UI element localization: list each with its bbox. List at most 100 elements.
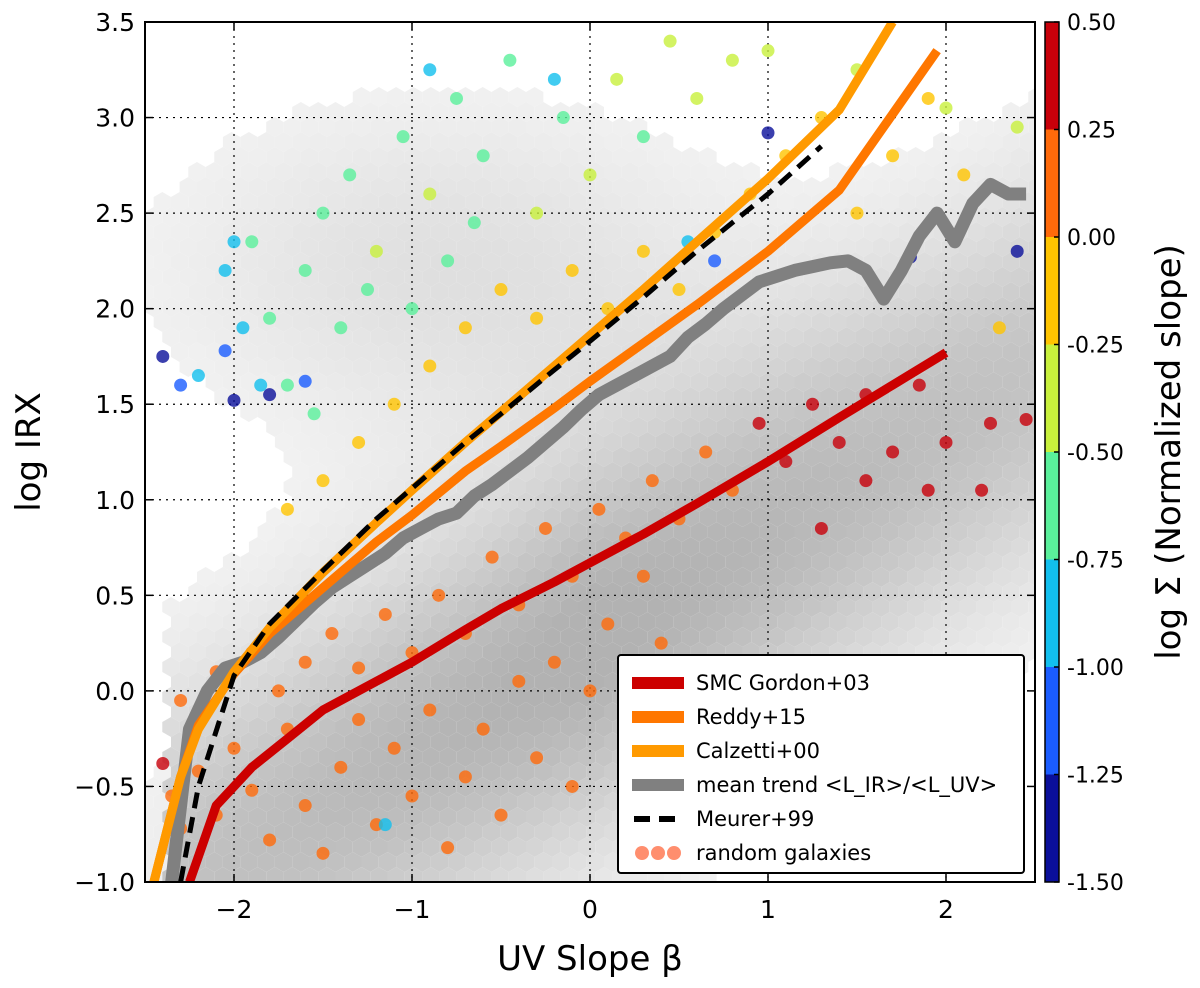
hexbin-cell — [863, 552, 882, 572]
hexbin-cell — [707, 342, 726, 362]
hexbin-cell — [413, 762, 431, 782]
hexbin-cell — [578, 117, 596, 137]
hexbin-cell — [474, 117, 492, 137]
hexbin-cell — [205, 642, 223, 662]
hexbin-cell — [465, 582, 483, 602]
hexbin-cell — [621, 222, 639, 242]
hexbin-cell — [465, 252, 483, 272]
hexbin-cell — [569, 612, 587, 632]
hexbin-cell — [751, 627, 769, 647]
hexbin-cell — [837, 537, 856, 557]
hexbin-cell — [569, 522, 587, 542]
hexbin-cell — [153, 222, 171, 242]
hexbin-cell — [508, 507, 526, 527]
hexbin-cell — [604, 462, 622, 482]
hexbin-cell — [370, 147, 388, 167]
hexbin-cell — [1011, 207, 1029, 227]
hexbin-cell — [552, 492, 570, 512]
hexbin-cell — [335, 477, 353, 497]
hexbin-cell — [560, 837, 578, 857]
galaxy-point — [280, 502, 294, 516]
hexbin-cell — [811, 612, 830, 632]
hexbin-cell — [154, 882, 171, 902]
hexbin-cell — [491, 567, 509, 587]
galaxy-point — [227, 741, 241, 755]
hexbin-cell — [647, 567, 665, 587]
hexbin-cell — [171, 342, 189, 362]
hexbin-cell — [569, 162, 587, 182]
hexbin-cell — [1019, 432, 1035, 452]
hexbin-cell — [214, 567, 232, 587]
hexbin-cell — [266, 657, 284, 677]
hexbin-cell — [222, 132, 241, 152]
hexbin-cell — [491, 327, 509, 347]
hexbin-cell — [846, 462, 864, 482]
hexbin-cell — [526, 807, 544, 827]
hexbin-cell — [508, 87, 526, 107]
hexbin-cell — [604, 882, 621, 902]
hexbin-cell — [872, 357, 890, 377]
hexbin-cell — [777, 372, 795, 392]
hexbin-cell — [881, 612, 899, 632]
hexbin-cell — [439, 597, 457, 617]
hexbin-cell — [855, 327, 873, 347]
hexbin-cell — [534, 762, 552, 782]
colorbar-band — [1045, 237, 1059, 345]
hexbin-cell — [145, 252, 154, 272]
hexbin-cell — [526, 777, 544, 797]
hexbin-cell — [543, 177, 561, 197]
hexbin-cell — [352, 837, 371, 857]
hexbin-cell — [855, 417, 873, 437]
galaxy-point — [369, 818, 383, 832]
galaxy-point — [441, 254, 455, 268]
hexbin-cell — [344, 462, 362, 482]
hexbin-cell — [378, 852, 397, 872]
hexbin-cell — [214, 177, 232, 197]
hexbin-cell — [352, 417, 371, 437]
galaxy-point — [565, 263, 579, 277]
hexbin-cell — [378, 462, 397, 482]
galaxy-point — [218, 344, 232, 358]
hexbin-cell — [370, 867, 388, 882]
hexbin-cell — [352, 867, 371, 882]
hexbin-cell — [404, 207, 423, 227]
hexbin-cell — [829, 612, 847, 632]
hexbin-cell — [1002, 312, 1020, 332]
hexbin-cell — [396, 282, 414, 302]
hexbin-cell — [1011, 147, 1029, 167]
hexbin-cell — [846, 552, 864, 572]
hexbin-cell — [396, 102, 414, 122]
hexbin-cell — [1019, 132, 1035, 152]
hexbin-cell — [517, 612, 535, 632]
hexbin-cell — [820, 477, 838, 497]
galaxy-point — [761, 44, 775, 58]
hexbin-cell — [811, 222, 830, 242]
hexbin-cell — [422, 627, 440, 647]
hexbin-cell — [1028, 178, 1035, 196]
hexbin-cell — [881, 462, 899, 482]
hexbin-cell — [751, 387, 769, 407]
hexbin-cell — [508, 567, 526, 587]
hexbin-cell — [638, 162, 656, 182]
hexbin-cell — [258, 882, 275, 902]
hexbin-cell — [404, 327, 423, 347]
galaxy-point — [476, 149, 490, 163]
hexbin-cell — [300, 327, 319, 347]
hexbin-cell — [1011, 567, 1029, 587]
hexbin-cell — [526, 297, 544, 317]
hexbin-cell — [664, 237, 682, 257]
hexbin-cell — [283, 177, 301, 197]
hexbin-cell — [889, 537, 908, 557]
hexbin-cell — [456, 177, 475, 197]
hexbin-cell — [222, 702, 241, 722]
hexbin-cell — [162, 237, 180, 257]
hexbin-cell — [197, 627, 215, 647]
hexbin-cell — [248, 567, 267, 587]
hexbin-cell — [733, 447, 752, 467]
hexbin-cell — [604, 192, 622, 212]
hexbin-cell — [526, 537, 544, 557]
hexbin-cell — [491, 777, 509, 797]
hexbin-cell — [733, 507, 752, 527]
hexbin-cell — [145, 297, 163, 317]
hexbin-cell — [448, 282, 466, 302]
